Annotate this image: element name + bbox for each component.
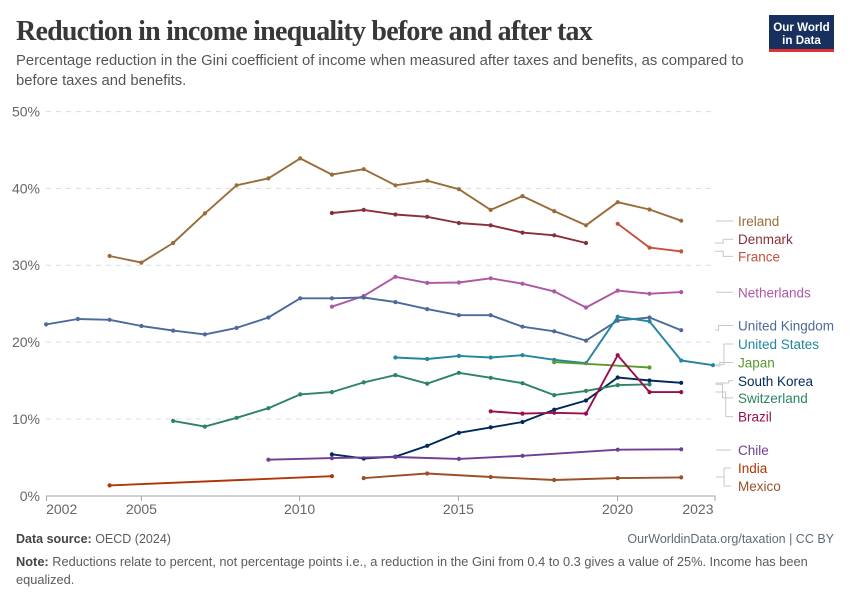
svg-text:50%: 50% xyxy=(12,104,40,120)
svg-text:Chile: Chile xyxy=(738,443,769,458)
svg-text:United States: United States xyxy=(738,337,819,352)
svg-text:20%: 20% xyxy=(12,334,40,350)
svg-text:India: India xyxy=(738,461,768,476)
svg-text:2015: 2015 xyxy=(443,501,474,517)
svg-text:South Korea: South Korea xyxy=(738,374,814,389)
svg-text:30%: 30% xyxy=(12,257,40,273)
svg-text:United Kingdom: United Kingdom xyxy=(738,319,834,334)
svg-text:France: France xyxy=(738,249,780,264)
svg-text:Ireland: Ireland xyxy=(738,214,779,229)
svg-text:2020: 2020 xyxy=(602,501,633,517)
svg-text:10%: 10% xyxy=(12,411,40,427)
svg-text:Switzerland: Switzerland xyxy=(738,391,808,406)
svg-text:40%: 40% xyxy=(12,180,40,196)
svg-text:Denmark: Denmark xyxy=(738,232,793,247)
svg-text:0%: 0% xyxy=(20,488,40,504)
svg-text:Netherlands: Netherlands xyxy=(738,285,811,300)
svg-text:2005: 2005 xyxy=(126,501,157,517)
svg-text:Japan: Japan xyxy=(738,356,775,371)
svg-text:2010: 2010 xyxy=(284,501,315,517)
svg-text:Brazil: Brazil xyxy=(738,410,772,425)
svg-text:2023: 2023 xyxy=(682,501,713,517)
svg-text:Mexico: Mexico xyxy=(738,479,781,494)
svg-text:2002: 2002 xyxy=(46,501,77,517)
